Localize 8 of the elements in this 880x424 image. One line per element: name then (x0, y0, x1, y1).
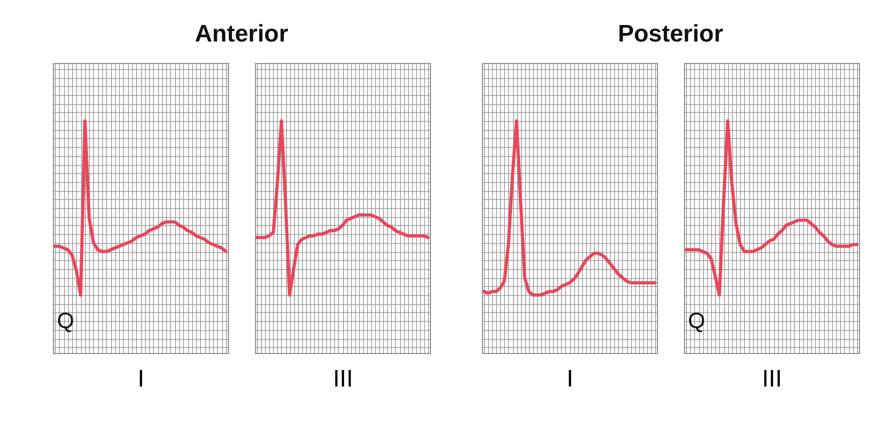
x-axis-title: I (138, 366, 144, 392)
chart-title: Posterior (618, 20, 724, 48)
text: Q (688, 308, 706, 333)
chart-title: Anterior (194, 20, 288, 48)
x-axis-title: III (332, 366, 354, 392)
text: Q (57, 308, 74, 333)
x-axis-title: I (566, 366, 574, 392)
x-axis-title: III (762, 366, 782, 392)
